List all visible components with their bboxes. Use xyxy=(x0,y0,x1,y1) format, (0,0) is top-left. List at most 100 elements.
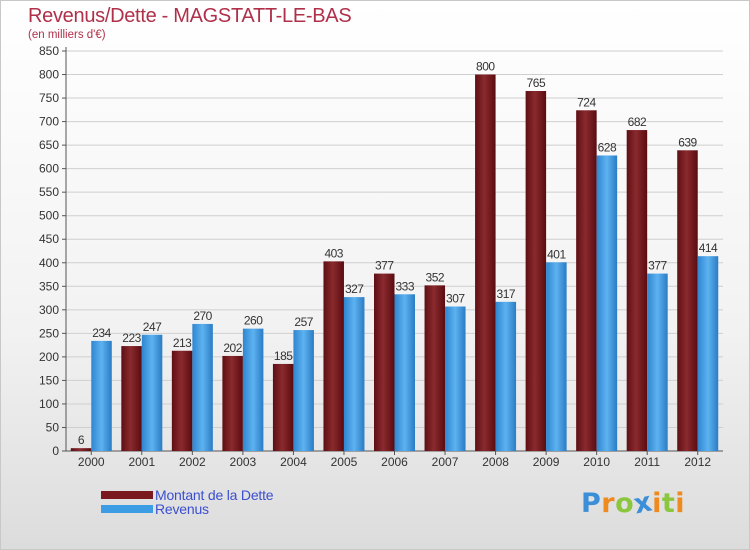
data-label-debt: 377 xyxy=(375,259,394,273)
bar-debt xyxy=(576,110,597,451)
bar-debt xyxy=(171,350,193,451)
y-tick-label: 150 xyxy=(39,373,59,387)
y-tick-label: 700 xyxy=(39,115,59,129)
data-label-debt: 403 xyxy=(324,246,343,260)
data-label-debt: 213 xyxy=(173,336,192,350)
legend-label-revenus: Revenus xyxy=(155,501,209,517)
x-tick-label: 2004 xyxy=(280,455,307,469)
legend-item-debt: Montant de la Dette xyxy=(101,487,274,503)
data-label-revenus: 270 xyxy=(193,309,212,323)
data-label-debt: 223 xyxy=(122,331,141,345)
x-tick-label: 2007 xyxy=(432,455,459,469)
bar-revenus xyxy=(445,306,466,451)
logo-letter: r xyxy=(601,488,616,519)
logo-letter: i xyxy=(652,488,662,519)
bar-debt xyxy=(121,346,142,451)
data-label-revenus: 327 xyxy=(345,282,364,296)
x-tick-label: 2008 xyxy=(482,455,509,469)
legend-swatch-debt xyxy=(101,491,153,499)
data-label-debt: 352 xyxy=(426,270,445,284)
x-tick-label: 2010 xyxy=(583,455,610,469)
bar-debt xyxy=(626,130,648,451)
bar-debt xyxy=(222,355,243,451)
y-tick-label: 450 xyxy=(39,232,59,246)
y-tick-label: 750 xyxy=(39,91,59,105)
data-label-revenus: 401 xyxy=(547,247,566,261)
bar-revenus xyxy=(192,323,213,451)
y-tick-label: 350 xyxy=(39,279,59,293)
y-tick-label: 250 xyxy=(39,326,59,340)
chart-subtitle: (en milliers d'€) xyxy=(28,29,106,41)
bar-revenus xyxy=(394,294,415,451)
data-label-revenus: 260 xyxy=(244,314,263,328)
x-tick-label: 2006 xyxy=(381,455,408,469)
y-tick-label: 600 xyxy=(39,162,59,176)
data-label-debt: 682 xyxy=(628,115,647,129)
data-label-revenus: 377 xyxy=(648,259,667,273)
y-tick-label: 500 xyxy=(39,209,59,223)
bar-debt xyxy=(374,273,395,451)
data-label-revenus: 307 xyxy=(446,292,465,306)
bar-debt xyxy=(323,261,344,451)
data-label-debt: 6 xyxy=(78,433,85,447)
x-tick-label: 2011 xyxy=(634,455,660,469)
data-label-debt: 800 xyxy=(476,60,495,74)
x-tick-label: 2002 xyxy=(179,455,206,469)
x-tick-label: 2005 xyxy=(331,455,358,469)
y-tick-label: 800 xyxy=(39,68,59,82)
legend-swatch-revenus xyxy=(101,505,153,513)
bar-debt xyxy=(677,150,698,451)
data-label-revenus: 333 xyxy=(395,279,414,293)
bar-revenus xyxy=(343,297,365,451)
y-tick-label: 650 xyxy=(39,138,59,152)
bar-revenus xyxy=(596,155,618,451)
bar-revenus xyxy=(546,262,567,451)
chart-title: Revenus/Dette - MAGSTATT-LE-BAS xyxy=(28,5,352,27)
legend-label-debt: Montant de la Dette xyxy=(155,487,274,503)
y-tick-label: 200 xyxy=(39,350,59,364)
proxiti-logo: Proxiti xyxy=(581,486,686,520)
y-tick-label: 850 xyxy=(39,44,59,58)
logo-letter: P xyxy=(581,488,602,519)
bar-debt xyxy=(272,363,294,451)
logo-letter: i xyxy=(675,488,686,519)
x-tick-label: 2003 xyxy=(230,455,257,469)
y-tick-label: 300 xyxy=(39,303,59,317)
data-label-revenus: 628 xyxy=(598,140,617,154)
legend-item-revenus: Revenus xyxy=(101,501,209,517)
x-tick-label: 2001 xyxy=(128,455,155,469)
data-label-debt: 765 xyxy=(527,76,546,90)
x-tick-label: 2009 xyxy=(533,455,560,469)
bar-revenus xyxy=(647,273,668,451)
data-label-revenus: 317 xyxy=(497,287,516,301)
logo-letter: t xyxy=(661,488,676,519)
data-label-debt: 639 xyxy=(678,135,697,149)
bar-revenus xyxy=(495,301,517,451)
data-label-revenus: 257 xyxy=(294,315,313,329)
logo-letter: o xyxy=(615,488,635,519)
bar-revenus xyxy=(91,340,112,451)
bar-debt xyxy=(70,448,92,451)
y-tick-label: 550 xyxy=(39,185,59,199)
bar-revenus xyxy=(141,334,163,451)
y-tick-labels: 0 50 100 150 200 250 300 350 400 450 500 550 600 650 7… xyxy=(39,44,59,458)
data-label-debt: 724 xyxy=(577,95,596,109)
y-tick-label: 0 xyxy=(52,444,59,458)
bars xyxy=(70,74,719,451)
data-label-revenus: 414 xyxy=(699,241,718,255)
y-tick-label: 50 xyxy=(46,420,60,434)
x-tick-label: 2000 xyxy=(78,455,105,469)
bar-revenus xyxy=(242,328,264,451)
y-tick-label: 400 xyxy=(39,256,59,270)
y-tick-label: 100 xyxy=(39,397,59,411)
data-label-debt: 185 xyxy=(274,349,293,363)
data-label-revenus: 234 xyxy=(92,326,111,340)
x-tick-label: 2012 xyxy=(684,455,711,469)
bar-revenus xyxy=(697,256,719,451)
x-tick-labels: 2000 2001 2002 2003 2004 2005 2006 2007 2008 2009… xyxy=(78,455,711,469)
data-label-revenus: 247 xyxy=(143,320,162,334)
bar-debt xyxy=(475,74,496,451)
